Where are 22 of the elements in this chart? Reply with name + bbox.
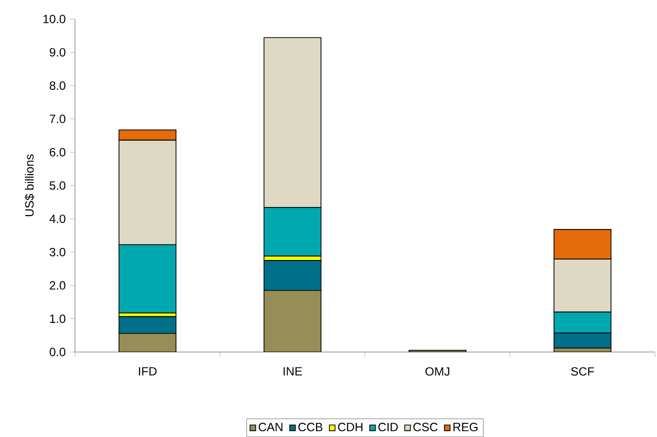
y-tick-label: 9.0 bbox=[50, 48, 66, 56]
legend-label: CDH bbox=[338, 422, 362, 432]
y-tick-label: 6.0 bbox=[50, 148, 66, 156]
y-axis-title: US$ billions bbox=[24, 154, 34, 216]
x-tick-label: SCF bbox=[571, 367, 594, 376]
y-tick-label: 10.0 bbox=[43, 14, 66, 24]
legend-label: CCB bbox=[298, 422, 322, 432]
y-tick-label: 1.0 bbox=[50, 314, 66, 323]
x-tick-label: OMJ bbox=[425, 367, 450, 376]
y-tick-label: 7.0 bbox=[50, 114, 66, 124]
legend-label: CID bbox=[378, 422, 398, 432]
y-tick-label: 4.0 bbox=[49, 214, 66, 223]
x-tick-label: IFD bbox=[138, 367, 157, 376]
legend-label: CSC bbox=[413, 422, 438, 432]
legend-label: REG bbox=[453, 422, 478, 432]
x-tick-label: INE bbox=[284, 367, 302, 376]
legend-label: CAN bbox=[258, 422, 282, 432]
y-tick-label: 8.0 bbox=[50, 81, 66, 90]
y-tick-label: 0.0 bbox=[50, 348, 66, 356]
y-tick-label: 3.0 bbox=[50, 248, 66, 256]
y-tick-label: 5.0 bbox=[50, 181, 66, 190]
y-tick-label: 2.0 bbox=[50, 281, 66, 290]
